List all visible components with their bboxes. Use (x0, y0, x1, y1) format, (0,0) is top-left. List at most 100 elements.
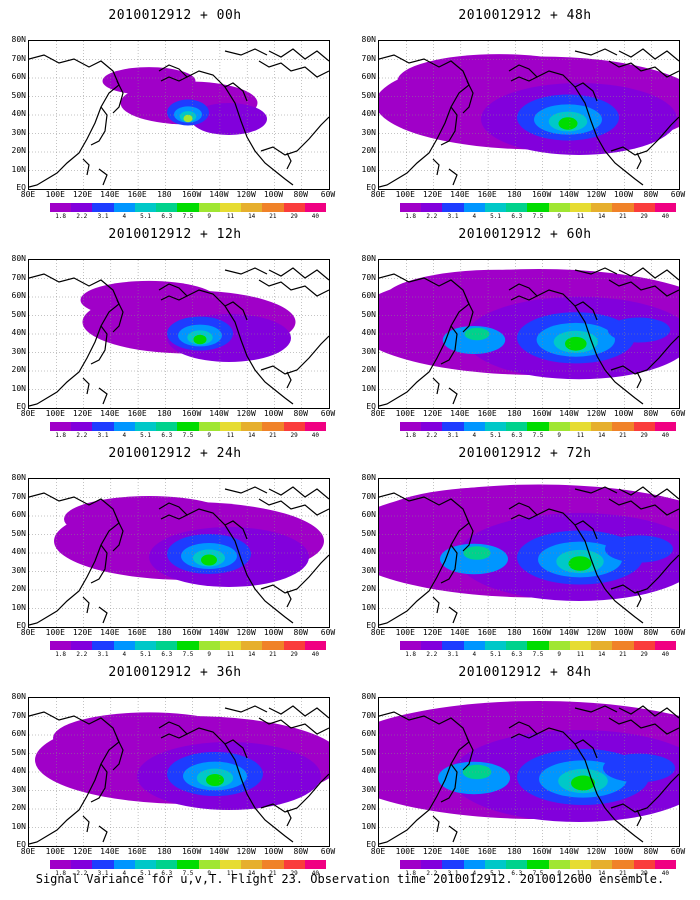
coastline (224, 82, 248, 102)
longitude-label: 100W (263, 628, 284, 637)
variance-contour (206, 774, 224, 786)
colorbar-label: 3.1 (97, 432, 109, 439)
coastline (448, 168, 458, 186)
longitude-label: 80W (643, 409, 658, 418)
longitude-label: 80W (293, 847, 308, 856)
variance-map (378, 40, 680, 190)
latitude-label: 40N (11, 109, 26, 118)
longitude-label: 180 (157, 847, 172, 856)
colorbar-swatch (283, 422, 305, 431)
variance-contours (102, 67, 267, 135)
latitude-label: 70N (11, 491, 26, 501)
colorbar-label: 2.2 (426, 213, 438, 220)
longitude-label: 60W (670, 628, 686, 637)
colorbar-swatch (442, 203, 464, 212)
longitude-label: 140E (100, 847, 120, 856)
longitude-label: 120W (586, 409, 606, 418)
longitude-label: 140W (559, 847, 579, 856)
longitude-label: 80E (20, 409, 36, 418)
variance-contour (603, 753, 675, 783)
colorbar-label: 29 (640, 432, 648, 439)
latitude-label: 40N (361, 328, 376, 337)
coastline (610, 116, 679, 156)
colorbar-labels: 1.8 2.2 3.1 4 5.1 6.3 7.5 9 11 14 21 29 40 (50, 432, 326, 440)
longitude-label: 100W (613, 190, 634, 199)
colorbar-swatch (463, 641, 485, 650)
latitude-label: EQ (16, 402, 26, 411)
coastline (112, 518, 124, 552)
colorbar-label: 21 (269, 870, 277, 877)
contour-plot (29, 260, 329, 408)
variance-contours (379, 269, 679, 380)
panel-title: 2010012912 + 84h (458, 665, 592, 680)
longitude-label: 60W (670, 190, 686, 199)
colorbar-label: 3.1 (447, 651, 459, 658)
colorbar-label: 14 (248, 213, 256, 220)
longitude-label: 100W (613, 409, 634, 418)
longitude-label: 100E (395, 190, 415, 199)
colorbar-swatch (177, 422, 199, 431)
colorbar-swatch (569, 422, 592, 431)
coastline (636, 809, 642, 827)
coastline (90, 325, 108, 365)
colorbar-label: 21 (619, 651, 627, 658)
colorbar-label: 5.1 (490, 651, 501, 658)
longitude-label: 120W (586, 628, 606, 637)
longitude-label: 120E (72, 409, 93, 418)
variance-contour (64, 496, 234, 542)
longitude-axis: 80E 100E 120E 140E 160E 180 160W 140W 120W 100W 80… (371, 847, 685, 857)
coastline (98, 825, 108, 843)
variance-contour (607, 317, 671, 343)
colorbar-swatch (304, 641, 327, 650)
coastline (379, 54, 470, 188)
latitude-label: EQ (16, 183, 26, 192)
latitude-label: 80N (361, 254, 376, 263)
colorbar-label: 9 (207, 651, 212, 658)
contour-plot (29, 41, 329, 189)
longitude-label: 80W (643, 628, 658, 637)
colorbar-swatch (506, 641, 528, 650)
latitude-label: EQ (16, 621, 26, 630)
longitude-label: 160W (181, 409, 202, 418)
variance-map (28, 259, 330, 409)
longitude-label: 140W (559, 409, 579, 418)
colorbar-label: 9 (207, 432, 212, 439)
colorbar-swatch (304, 860, 327, 869)
colorbar-swatch (71, 203, 93, 212)
longitude-label: 80E (370, 409, 386, 418)
colorbar-labels: 1.8 2.2 3.1 4 5.1 6.3 7.5 9 11 14 21 29 40 (400, 432, 676, 440)
colorbar-swatch (92, 422, 114, 431)
longitude-label: 100W (613, 847, 634, 856)
variance-contour (183, 114, 193, 123)
coastline (574, 48, 618, 56)
panel-title: 2010012912 + 24h (108, 446, 242, 461)
colorbar-swatch (156, 203, 178, 212)
longitude-label: 120W (586, 190, 606, 199)
latitude-label: 60N (361, 72, 376, 81)
coastline (268, 705, 329, 719)
longitude-label: 160W (181, 628, 202, 637)
colorbar-swatch (421, 422, 443, 431)
colorbar-swatch (654, 860, 677, 869)
colorbar-swatch (198, 641, 220, 650)
colorbar-swatch (569, 641, 592, 650)
colorbar-label: 7.5 (182, 870, 194, 877)
map-panel: 2010012912 + 00h 80N 70N 60N 50N 40N 30N 20N 10N… (10, 8, 340, 220)
latitude-label: 80N (11, 692, 26, 701)
coastline (379, 492, 470, 626)
colorbar-swatch (591, 203, 613, 212)
colorbar-swatch (612, 860, 634, 869)
latitude-label: 60N (361, 291, 376, 300)
colorbar-label: 21 (269, 651, 277, 658)
longitude-label: 80W (643, 847, 658, 856)
colorbar-swatch (241, 422, 263, 431)
colorbar-swatch (421, 203, 443, 212)
colorbar-swatch (50, 203, 72, 212)
colorbar-label: 3.1 (97, 213, 109, 220)
colorbar-label: 4 (472, 213, 477, 220)
latitude-label: EQ (366, 183, 376, 192)
colorbar-label: 3.1 (97, 651, 109, 658)
colorbar-swatch (484, 422, 507, 431)
coastline (432, 158, 440, 176)
colorbar-swatch (506, 203, 528, 212)
